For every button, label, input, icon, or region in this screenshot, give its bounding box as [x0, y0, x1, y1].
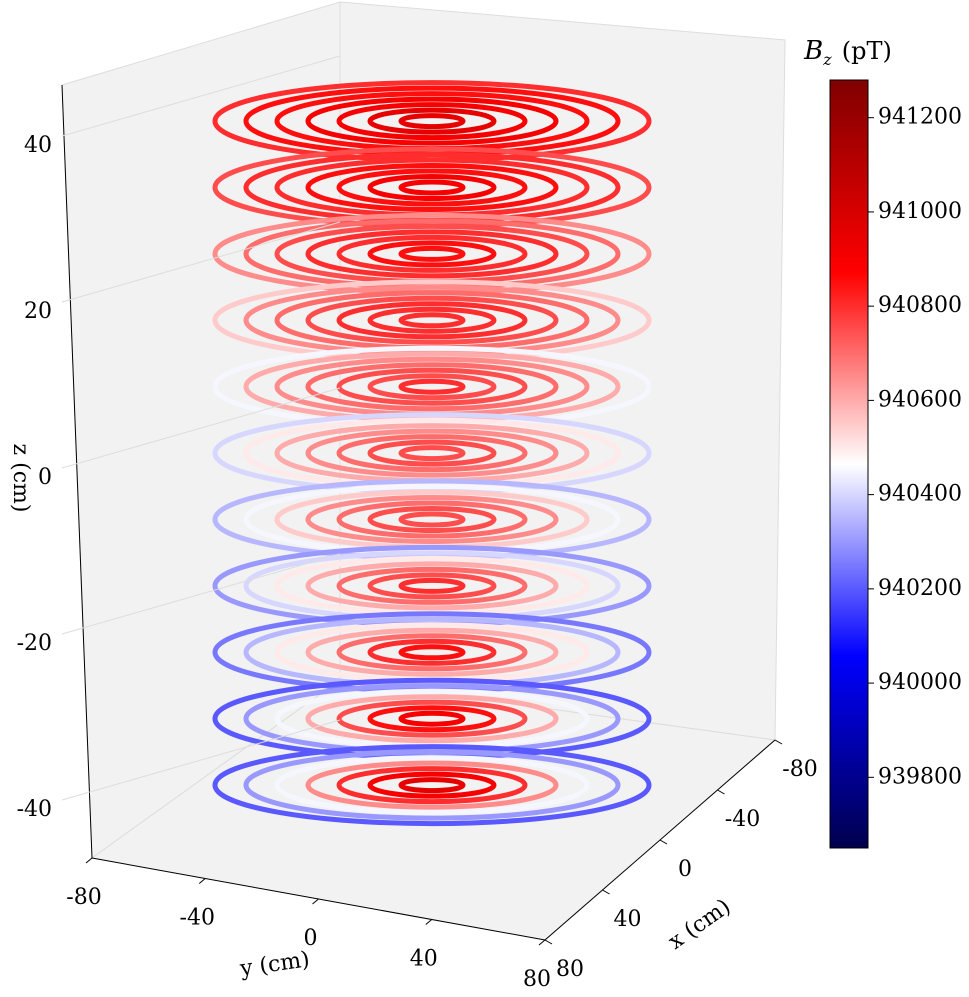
colorbar-tick-label: 939800 [878, 764, 962, 789]
x-tick-label: 0 [678, 857, 692, 882]
y-tick [538, 939, 546, 946]
ring [336, 633, 528, 672]
ring [367, 705, 497, 733]
ring [367, 638, 497, 666]
colorbar-tick-label: 940000 [878, 670, 962, 695]
ring [305, 96, 559, 146]
ring [398, 245, 466, 262]
ring [336, 434, 528, 473]
x-tick-label: -40 [725, 807, 760, 832]
ring [305, 694, 559, 744]
ring [274, 755, 590, 816]
ring [336, 168, 528, 207]
y-tick-label: 80 [523, 967, 551, 992]
ring [305, 760, 559, 810]
ring [212, 744, 652, 827]
z-tick-label: 20 [24, 299, 52, 324]
ring [336, 234, 528, 273]
ring [336, 766, 528, 805]
ring [305, 627, 559, 677]
y-tick [85, 857, 93, 864]
x-tick-label: 80 [556, 957, 584, 982]
ring [398, 179, 466, 196]
colorbar-symbol: B [803, 36, 823, 66]
y-tick-label: -80 [66, 885, 101, 910]
ring [398, 445, 466, 462]
ring [367, 506, 497, 533]
x-tick [544, 939, 553, 945]
y-tick [312, 898, 319, 905]
colorbar-tick-label: 941000 [878, 199, 962, 224]
ring [305, 295, 559, 345]
ring [398, 113, 466, 130]
ring [336, 566, 528, 605]
rings [212, 80, 652, 827]
ring [305, 163, 559, 212]
ring [367, 373, 497, 401]
z-tick-label: -40 [17, 797, 52, 822]
ring [398, 378, 466, 395]
ring [305, 362, 559, 412]
ring [367, 306, 497, 334]
colorbar-tick-label: 940800 [878, 293, 962, 318]
ring [398, 644, 466, 661]
ring [398, 777, 466, 794]
ring [243, 749, 621, 821]
x-tick [659, 839, 668, 845]
x-tick [602, 889, 610, 895]
ring [305, 561, 559, 611]
ring [367, 240, 497, 268]
colorbar-label: Bz (pT) [803, 36, 892, 69]
x-tick [717, 789, 725, 795]
x-axis-label: x (cm) [664, 894, 735, 954]
grid-line [61, 719, 341, 801]
ring [336, 301, 528, 340]
ring [336, 102, 528, 141]
ring [398, 312, 466, 329]
x-tick [774, 739, 783, 745]
y-tick [425, 919, 433, 925]
ring [305, 229, 559, 279]
ring [367, 771, 497, 799]
grid-line [61, 221, 341, 303]
colorbar-tick-label: 941200 [878, 105, 962, 130]
ring [367, 107, 497, 135]
ring [305, 428, 559, 478]
z-tick-label: 0 [38, 465, 52, 490]
z-axis-label: z (cm) [8, 444, 33, 513]
colorbar-tick-label: 940400 [878, 482, 962, 507]
ring [398, 577, 466, 594]
ring [336, 500, 528, 539]
colorbar [829, 79, 869, 849]
ring [367, 572, 497, 600]
z-tick-label: 40 [24, 133, 52, 158]
x-tick-label: -80 [782, 757, 817, 782]
ring [398, 710, 466, 727]
y-tick [198, 878, 206, 884]
ring [336, 699, 528, 738]
colorbar-tick-label: 940200 [878, 576, 962, 601]
colorbar-unit: (pT) [842, 37, 892, 65]
x-tick-label: 40 [614, 907, 642, 932]
grid-line [61, 553, 341, 635]
y-tick-label: 0 [304, 926, 318, 951]
ring [305, 495, 559, 544]
y-tick-label: -40 [180, 906, 215, 931]
z-axis-line [61, 84, 93, 859]
colorbar-tick-label: 940600 [878, 387, 962, 412]
y-tick-label: 40 [410, 947, 438, 972]
grid-line [61, 55, 341, 137]
ring [398, 511, 466, 528]
colorbar-subscript: z [822, 50, 832, 69]
ring [336, 367, 528, 406]
ring [367, 439, 497, 467]
grid-line [61, 387, 341, 469]
z-tick-label: -20 [17, 631, 52, 656]
y-axis-label: y (cm) [238, 947, 312, 982]
ring [367, 174, 497, 201]
